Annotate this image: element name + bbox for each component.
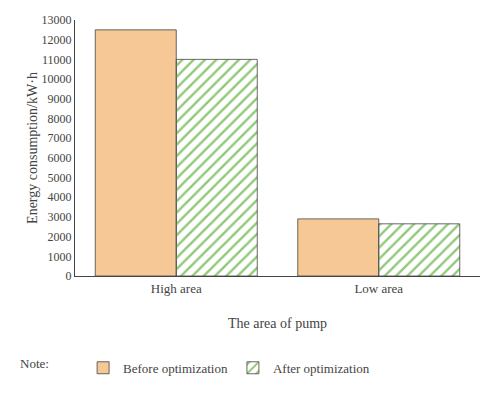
svg-text:13000: 13000 bbox=[42, 13, 72, 27]
svg-text:Energy consumption/kW·h: Energy consumption/kW·h bbox=[25, 72, 40, 224]
svg-text:3000: 3000 bbox=[48, 210, 72, 224]
svg-text:4000: 4000 bbox=[48, 190, 72, 204]
svg-text:0: 0 bbox=[66, 269, 72, 283]
svg-text:Low area: Low area bbox=[354, 281, 403, 296]
svg-text:After optimization: After optimization bbox=[273, 361, 370, 376]
svg-text:Before optimization: Before optimization bbox=[123, 361, 228, 376]
svg-text:10000: 10000 bbox=[42, 72, 72, 86]
svg-text:12000: 12000 bbox=[42, 33, 72, 47]
svg-text:The area of pump: The area of pump bbox=[228, 316, 327, 331]
svg-text:2000: 2000 bbox=[48, 230, 72, 244]
svg-text:Note:: Note: bbox=[20, 356, 49, 371]
svg-text:High area: High area bbox=[151, 281, 202, 296]
svg-text:11000: 11000 bbox=[42, 53, 72, 67]
svg-text:8000: 8000 bbox=[48, 112, 72, 126]
svg-text:7000: 7000 bbox=[48, 131, 72, 145]
svg-text:9000: 9000 bbox=[48, 92, 72, 106]
svg-text:1000: 1000 bbox=[48, 250, 72, 264]
svg-text:5000: 5000 bbox=[48, 171, 72, 185]
svg-text:6000: 6000 bbox=[48, 151, 72, 165]
